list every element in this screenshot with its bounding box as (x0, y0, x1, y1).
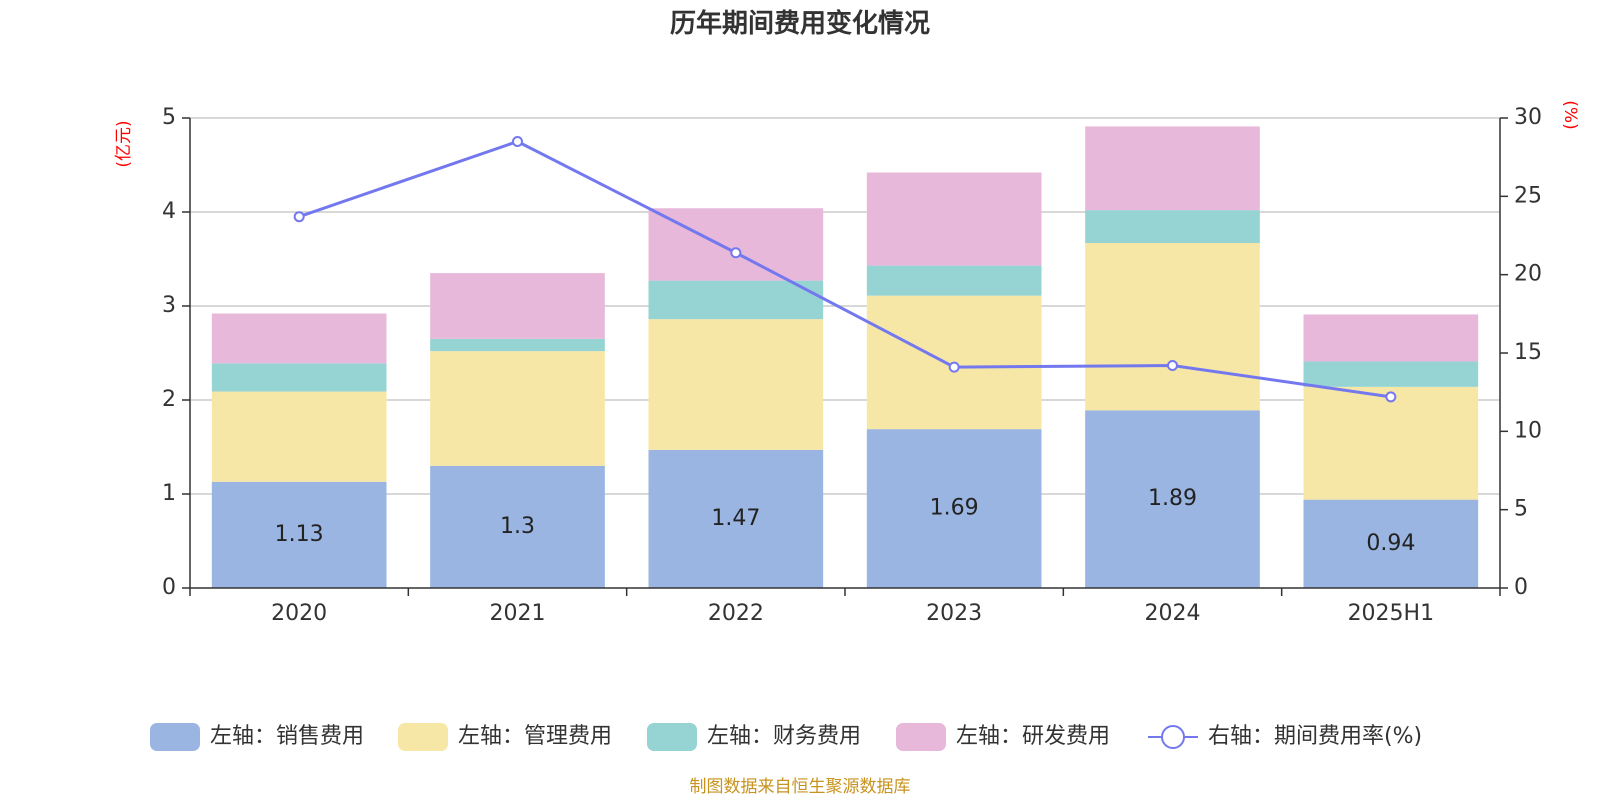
rate-line (293, 136, 1397, 403)
bar-segment-0 (211, 481, 387, 588)
bar-segment-3 (648, 208, 824, 281)
legend-swatch (896, 723, 946, 751)
bar-segment-3 (1085, 126, 1260, 211)
x-axis-tick-label: 2022 (708, 601, 764, 626)
left-axis-tick-label: 0 (162, 575, 176, 600)
bar-segment-2 (211, 363, 387, 392)
bar-segment-3 (211, 313, 387, 364)
right-axis-tick-label: 15 (1514, 340, 1542, 365)
legend-label: 左轴：财务费用 (707, 724, 861, 749)
bar-segment-0 (1085, 410, 1260, 588)
legend-marker (1161, 725, 1185, 749)
bar-segment-3 (1303, 314, 1479, 362)
bar-segment-2 (648, 280, 824, 320)
bar-data-label: 0.94 (1366, 531, 1415, 556)
rate-point (730, 247, 742, 259)
chart-title: 历年期间费用变化情况 (670, 8, 930, 39)
bar-segment-2 (1085, 210, 1260, 244)
left-axis-unit: (亿元) (114, 120, 134, 167)
source-note: 制图数据来自恒生聚源数据库 (690, 777, 911, 797)
bar-segment-3 (866, 172, 1042, 266)
right-axis-tick-label: 30 (1514, 105, 1542, 130)
rate-point (948, 361, 960, 373)
legend: 左轴：销售费用 左轴：管理费用 左轴：财务费用 左轴：研发费用 右轴：期间费用率(%) (150, 723, 1422, 751)
right-axis-tick-label: 0 (1514, 575, 1528, 600)
bar-data-label: 1.69 (930, 496, 979, 521)
legend-label: 左轴：销售费用 (210, 724, 364, 749)
x-axis-tick-label: 2020 (271, 601, 327, 626)
legend-swatch (647, 723, 697, 751)
rate-line-path (298, 139, 1392, 399)
left-axis-tick-label: 2 (162, 387, 176, 412)
bar-segment-1 (211, 391, 387, 482)
bar-segment-3 (430, 273, 605, 339)
bar-segment-0 (1303, 499, 1479, 588)
bar-data-label: 1.13 (275, 522, 324, 547)
right-axis-tick-label: 10 (1514, 418, 1542, 443)
bar-segment-0 (648, 449, 824, 588)
left-axis-tick-label: 4 (162, 199, 176, 224)
bar-segment-1 (648, 319, 824, 450)
x-axis-tick-label: 2021 (490, 601, 546, 626)
legend-label: 左轴：研发费用 (956, 724, 1110, 749)
right-axis-tick-label: 20 (1514, 262, 1542, 287)
data-labels: 1.13 1.3 1.47 1.69 1.89 0.94 (275, 486, 1416, 556)
right-axis-tick-label: 25 (1514, 183, 1542, 208)
legend-swatch (150, 723, 200, 751)
left-axis-tick-label: 3 (162, 293, 176, 318)
right-axis-unit: (%) (1560, 100, 1580, 129)
bar-segment-2 (866, 265, 1042, 296)
legend-label: 左轴：管理费用 (458, 724, 612, 749)
bar-data-label: 1.3 (500, 514, 535, 539)
rate-point (293, 211, 305, 223)
bar-data-label: 1.89 (1148, 486, 1197, 511)
rate-point (1385, 391, 1397, 403)
bar-segment-2 (430, 338, 605, 352)
bar-segment-0 (866, 429, 1042, 588)
x-axis-tick-label: 2024 (1145, 601, 1201, 626)
left-axis-tick-label: 1 (162, 481, 176, 506)
grid-lines (190, 117, 1500, 495)
left-axis-tick-label: 5 (162, 105, 176, 130)
bars (211, 126, 1479, 588)
bar-segment-2 (1303, 361, 1479, 387)
right-axis-tick-label: 5 (1514, 497, 1528, 522)
x-axis-tick-label: 2023 (926, 601, 982, 626)
legend-label: 右轴：期间费用率(%) (1208, 724, 1422, 749)
bar-data-label: 1.47 (711, 506, 760, 531)
rate-point (512, 136, 523, 147)
bar-segment-0 (430, 465, 605, 588)
legend-swatch (398, 723, 448, 751)
rate-point (1167, 360, 1178, 372)
bar-segment-1 (1303, 386, 1479, 500)
x-axis-tick-label: 2025H1 (1348, 601, 1435, 626)
bar-segment-1 (430, 351, 605, 466)
axes: 0 1 2 3 4 5 0 5 10 15 20 25 30 2020 2021 2022 2023 2024 20… (162, 105, 1542, 626)
bar-segment-1 (1085, 243, 1260, 411)
